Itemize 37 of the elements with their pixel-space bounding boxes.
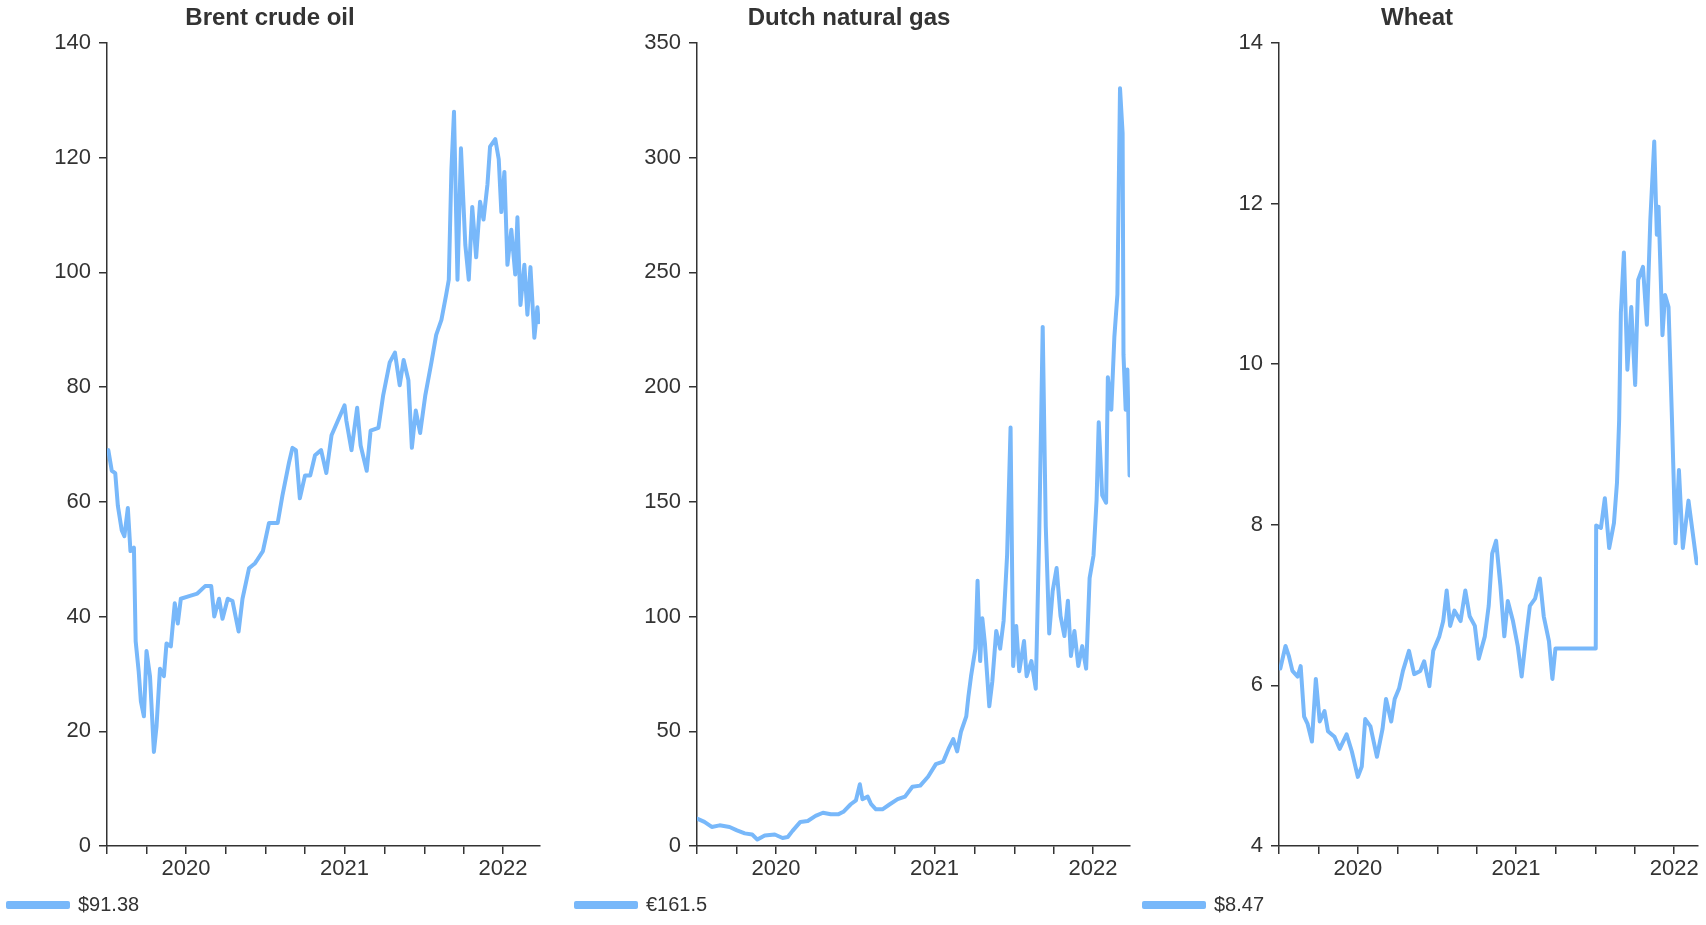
y-tick-label: 150 <box>644 487 681 513</box>
y-tick-label: 100 <box>644 602 681 628</box>
x-tick-label: 2020 <box>1333 855 1383 881</box>
y-tick-label: 80 <box>66 373 91 399</box>
chart-title: Brent crude oil <box>185 3 355 31</box>
legend-label: $91.38 <box>78 892 140 915</box>
y-tick-label: 0 <box>668 832 681 858</box>
x-tick-label: 2020 <box>161 855 211 881</box>
y-tick-label: 100 <box>54 258 91 284</box>
y-tick-label: 8 <box>1250 510 1263 536</box>
y-tick-label: 200 <box>644 373 681 399</box>
x-tick-label: 2021 <box>910 855 960 881</box>
chart-title: Wheat <box>1381 3 1454 31</box>
x-tick-label: 2022 <box>478 855 528 881</box>
y-tick-label: 4 <box>1250 832 1263 858</box>
x-tick-label: 2022 <box>1068 855 1118 881</box>
legend-label: €161.5 <box>646 892 708 915</box>
x-tick-label: 2021 <box>1491 855 1541 881</box>
x-tick-label: 2020 <box>751 855 801 881</box>
legend-label: $8.47 <box>1214 892 1265 915</box>
x-tick-label: 2022 <box>1649 855 1699 881</box>
y-tick-label: 12 <box>1238 189 1263 215</box>
y-tick-label: 10 <box>1238 350 1263 376</box>
y-tick-label: 14 <box>1238 28 1263 54</box>
y-tick-label: 6 <box>1250 671 1263 697</box>
y-tick-label: 40 <box>66 602 91 628</box>
y-tick-label: 20 <box>66 717 91 743</box>
x-tick-label: 2021 <box>320 855 370 881</box>
y-tick-label: 0 <box>78 832 91 858</box>
y-tick-label: 120 <box>54 143 91 169</box>
y-tick-label: 250 <box>644 258 681 284</box>
y-tick-label: 350 <box>644 28 681 54</box>
y-tick-label: 300 <box>644 143 681 169</box>
chart-title: Dutch natural gas <box>747 3 951 31</box>
y-tick-label: 140 <box>54 28 91 54</box>
y-tick-label: 50 <box>656 717 681 743</box>
y-tick-label: 60 <box>66 487 91 513</box>
